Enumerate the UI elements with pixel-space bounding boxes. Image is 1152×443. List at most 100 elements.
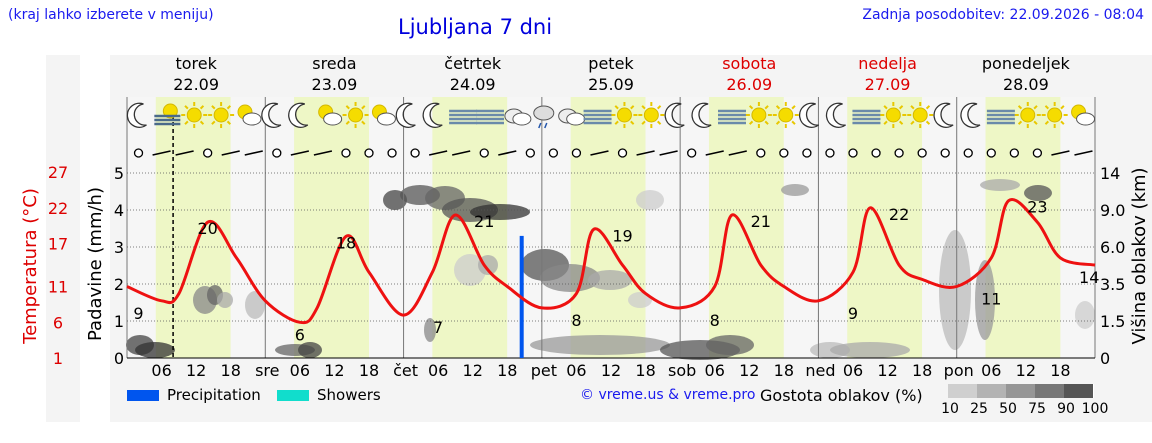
x-hour-tick-label: 12 bbox=[463, 361, 483, 380]
x-day-abbr-label: ned bbox=[805, 361, 835, 380]
wind-calm-symbol bbox=[756, 148, 766, 158]
cloud-density-patch bbox=[424, 318, 436, 342]
y-cloud-height-tick-label: 1.5 bbox=[1100, 312, 1125, 331]
wind-calm-symbol bbox=[410, 148, 420, 158]
night-band bbox=[818, 97, 848, 358]
sun-ray bbox=[925, 120, 931, 125]
sun-icon bbox=[638, 102, 665, 128]
wind-calm-symbol bbox=[203, 148, 213, 158]
sun-disc bbox=[348, 107, 364, 123]
showers-swatch bbox=[277, 390, 309, 401]
cloud-density-patch bbox=[636, 190, 664, 210]
sun-ray bbox=[641, 105, 646, 110]
temperature-label: 21 bbox=[474, 212, 494, 231]
temperature-label: 9 bbox=[133, 304, 143, 323]
cloud-density-patch bbox=[217, 292, 233, 308]
sun-disc bbox=[778, 107, 794, 123]
temperature-label: 23 bbox=[1027, 198, 1047, 217]
y-temperature-tick-label: 6 bbox=[53, 313, 63, 332]
cloud-density-tick-label: 75 bbox=[1028, 401, 1046, 417]
last-update-text: Zadnja posodobitev: 22.09.2026 - 08:04 bbox=[862, 7, 1144, 23]
sun-ray bbox=[748, 105, 754, 110]
wind-calm-symbol bbox=[986, 148, 996, 158]
wind-barb-symbol bbox=[152, 150, 171, 156]
wind-barb-symbol bbox=[221, 150, 240, 156]
temperature-label: 11 bbox=[981, 290, 1001, 309]
temperature-label: 7 bbox=[433, 318, 443, 337]
moon-icon bbox=[933, 102, 954, 128]
cloud-density-swatch bbox=[1006, 384, 1036, 398]
x-hour-tick-label: 06 bbox=[705, 361, 725, 380]
location-hint-link[interactable]: (kraj lahko izberete v meniju) bbox=[8, 7, 214, 23]
sun-disc bbox=[186, 107, 202, 123]
wind-barb-symbol bbox=[175, 150, 194, 156]
showers-legend-label: Showers bbox=[317, 386, 381, 404]
temperature-label: 8 bbox=[571, 311, 581, 330]
cloud-density-patch bbox=[454, 254, 486, 286]
cloud-density-patch bbox=[540, 264, 600, 292]
y-cloud-height-tick-label: 3.5 bbox=[1100, 275, 1125, 294]
y-precip-tick-label: 2 bbox=[114, 275, 124, 294]
night-band bbox=[369, 97, 404, 358]
partly-cloudy-icon bbox=[237, 104, 262, 126]
sun-icon bbox=[1014, 102, 1041, 128]
day-band bbox=[708, 97, 784, 358]
wind-calm-symbol bbox=[341, 148, 351, 158]
temperature-label: 9 bbox=[848, 304, 858, 323]
sun-icon bbox=[611, 102, 638, 128]
x-hour-tick-label: 12 bbox=[186, 361, 206, 380]
moon-icon bbox=[261, 102, 282, 128]
sun-ray bbox=[1033, 105, 1038, 110]
wind-barb-symbol bbox=[590, 150, 609, 156]
temperature-label: 18 bbox=[336, 233, 356, 252]
x-day-abbr-label: sob bbox=[668, 361, 696, 380]
partly-cloudy-icon bbox=[1071, 104, 1096, 126]
sun-ray bbox=[791, 105, 796, 110]
cloud-density-patch bbox=[135, 342, 175, 358]
day-date-label: 22.09 bbox=[173, 75, 219, 94]
wind-calm-symbol bbox=[525, 148, 535, 158]
fog-icon bbox=[718, 109, 746, 125]
sun-disc bbox=[1047, 107, 1063, 123]
wind-calm-symbol bbox=[364, 148, 374, 158]
sun-disc bbox=[213, 107, 229, 123]
temperature-line bbox=[126, 198, 1096, 325]
sun-ray bbox=[1044, 120, 1050, 125]
cloud-shape bbox=[1076, 112, 1096, 126]
day-name-label: četrtek bbox=[444, 54, 502, 73]
wind-barb-symbol bbox=[636, 150, 655, 156]
temperature-label: 8 bbox=[710, 311, 720, 330]
moon-icon bbox=[799, 102, 820, 128]
x-hour-tick-label: 12 bbox=[877, 361, 897, 380]
moon-shape bbox=[691, 102, 712, 128]
cloudy-icon bbox=[504, 108, 532, 126]
partly-cloudy-icon bbox=[371, 104, 396, 126]
moon-icon bbox=[664, 102, 685, 128]
fog-icon bbox=[986, 109, 1015, 125]
sun-icon bbox=[745, 102, 772, 128]
night-band bbox=[507, 97, 542, 358]
wind-calm-symbol bbox=[617, 148, 628, 158]
cloud-density-tick-label: 90 bbox=[1057, 401, 1075, 417]
y-precip-tick-label: 3 bbox=[114, 238, 124, 257]
rain-drop bbox=[538, 122, 542, 129]
rain-drop bbox=[544, 122, 548, 129]
cloud-density-patch bbox=[1075, 301, 1095, 329]
temperature-label: 19 bbox=[612, 226, 632, 245]
cloud-density-tick-label: 10 bbox=[941, 401, 959, 417]
sun-ray bbox=[764, 105, 769, 110]
day-band bbox=[570, 97, 646, 358]
sun-icon bbox=[181, 102, 208, 128]
moon-shape bbox=[288, 102, 309, 128]
sun-ray bbox=[898, 120, 904, 125]
cloud-density-label: Gostota oblakov (%) bbox=[760, 386, 923, 405]
x-hour-tick-label: 18 bbox=[635, 361, 655, 380]
sun-ray bbox=[630, 120, 635, 125]
y-precip-tick-label: 5 bbox=[114, 164, 124, 183]
moon-icon bbox=[395, 102, 416, 128]
sun-ray bbox=[775, 120, 781, 125]
night-band bbox=[230, 97, 266, 358]
wind-calm-symbol bbox=[871, 148, 881, 158]
credit-link[interactable]: © vreme.us & vreme.pro bbox=[580, 387, 756, 403]
